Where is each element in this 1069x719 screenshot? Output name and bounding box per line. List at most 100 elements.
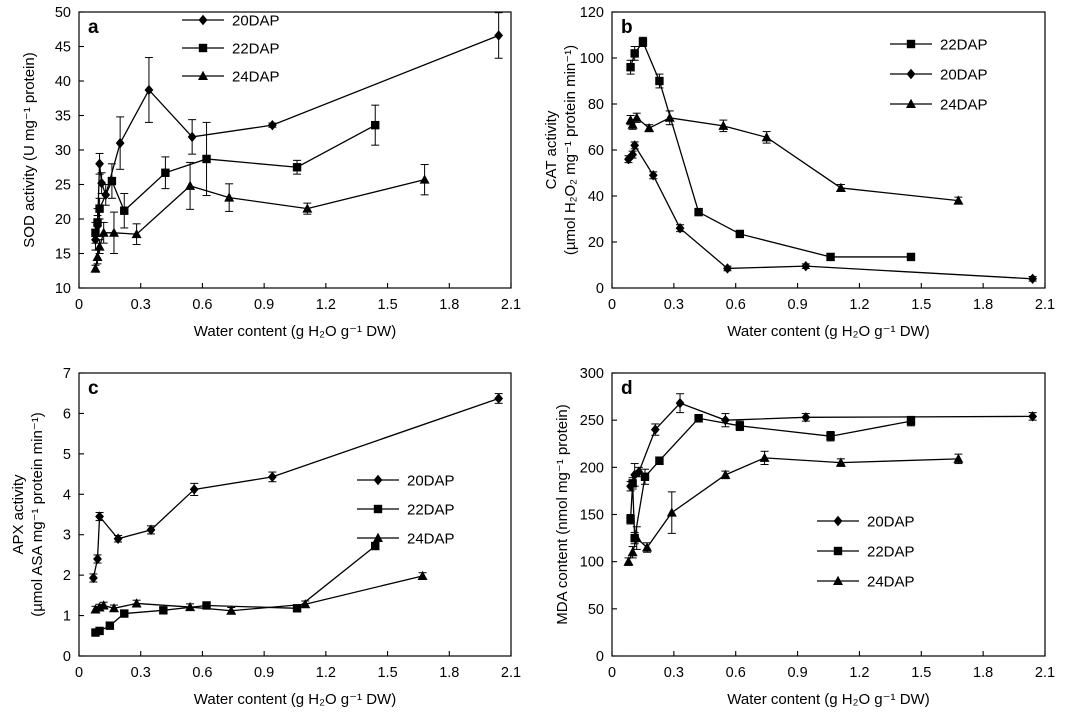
plot-frame (611, 372, 1046, 657)
series-20DAP (626, 393, 1038, 492)
legend-entry: 24DAP (817, 574, 915, 591)
y-tick-label: 300 (580, 366, 604, 382)
data-point (419, 174, 430, 184)
data-point (93, 218, 102, 227)
x-tick-label: 2.1 (501, 297, 521, 313)
x-tick-label: 1.2 (849, 665, 869, 681)
data-point (826, 432, 835, 441)
legend-marker (906, 39, 916, 49)
data-point (628, 479, 637, 488)
x-tick-label: 1.2 (316, 297, 336, 313)
y-tick-label: 30 (55, 143, 71, 159)
data-point (131, 228, 142, 239)
data-point (628, 149, 638, 160)
legend-label: 20DAP (867, 514, 915, 531)
x-axis-label: Water content (g H₂O g⁻¹ DW) (194, 323, 396, 340)
data-point (115, 137, 125, 149)
series-22DAP (91, 541, 380, 637)
data-point (906, 416, 916, 426)
data-point (644, 122, 655, 133)
y-axis-label: SOD activity (U mg⁻¹ protein) (21, 52, 38, 247)
y-tick-label: 4 (63, 487, 71, 503)
y-axis-label: MDA content (nmol mg⁻¹ protein) (554, 404, 571, 625)
data-point (120, 206, 129, 215)
data-point (292, 604, 302, 613)
series-line (92, 397, 499, 579)
legend-entry: 22DAP (890, 37, 988, 54)
data-point (144, 84, 154, 96)
data-point (98, 600, 109, 610)
series-22DAP (626, 36, 916, 262)
data-point (735, 229, 745, 239)
series-24DAP (90, 570, 428, 615)
data-point (631, 532, 642, 543)
y-tick-label: 150 (580, 508, 604, 524)
data-point (202, 601, 211, 610)
data-point (801, 260, 811, 272)
legend-marker (833, 575, 843, 585)
data-point (953, 195, 964, 205)
series-line (629, 116, 959, 202)
data-point (720, 469, 731, 479)
x-tick-label: 0.9 (787, 665, 807, 681)
x-tick-label: 1.5 (911, 665, 931, 681)
x-tick-label: 2.1 (501, 665, 521, 681)
data-point (655, 456, 664, 465)
data-point (626, 515, 635, 524)
data-point (93, 553, 102, 565)
series-24DAP (623, 450, 964, 566)
y-axis-label: APX activity (µmol ASA mg⁻¹ protein min⁻¹… (10, 412, 46, 617)
data-point (90, 263, 101, 273)
x-tick-label: 0 (75, 297, 83, 313)
data-point (189, 484, 199, 495)
x-tick-label: 1.8 (439, 665, 459, 681)
data-point (835, 457, 846, 467)
data-point (185, 601, 196, 612)
x-tick-label: 1.5 (377, 665, 397, 681)
x-axis-label: Water content (g H₂O g⁻¹ DW) (727, 691, 929, 708)
data-point (655, 76, 664, 86)
data-point (94, 241, 105, 251)
legend-label: 24DAP (407, 531, 455, 548)
data-point (640, 472, 650, 481)
legend-label: 20DAP (232, 13, 280, 30)
x-tick-label: 0.9 (787, 297, 807, 313)
y-tick-label: 0 (596, 649, 604, 665)
y-tick-label: 2 (63, 568, 71, 584)
data-point (120, 609, 129, 618)
legend-label: 22DAP (940, 37, 988, 54)
data-point (630, 49, 639, 58)
data-point (98, 227, 109, 237)
legend-marker (198, 43, 208, 53)
panel-letter: a (88, 17, 99, 38)
x-tick-label: 0 (608, 297, 616, 313)
y-tick-label: 35 (55, 109, 71, 125)
y-tick-label: 250 (580, 413, 604, 429)
x-tick-label: 0.6 (726, 665, 746, 681)
data-point (694, 207, 703, 217)
legend-label: 22DAP (407, 502, 455, 519)
legend-entry: 22DAP (357, 502, 455, 519)
data-point (108, 603, 119, 613)
series-24DAP (90, 161, 430, 273)
series-20DAP (91, 12, 504, 251)
data-point (91, 228, 100, 237)
data-point (735, 421, 745, 431)
data-point (97, 177, 107, 189)
data-point (267, 471, 277, 483)
data-point (626, 63, 635, 72)
plot-frame (78, 11, 512, 289)
y-tick-label: 45 (55, 40, 71, 56)
data-point (835, 182, 846, 192)
data-point (161, 168, 170, 177)
panel-d: d 0 0.3 0.6 0.9 1.2 1.5 1.8 2.1 0 50 100 150 200 250 30… (554, 366, 1055, 708)
x-tick-label: 0.9 (254, 297, 274, 313)
data-point (302, 203, 313, 213)
y-tick-label: 100 (580, 555, 604, 571)
data-point (631, 112, 642, 122)
y-tick-label: 0 (596, 281, 604, 297)
legend-marker (833, 515, 843, 527)
data-point (95, 204, 104, 213)
series-line (95, 575, 423, 612)
